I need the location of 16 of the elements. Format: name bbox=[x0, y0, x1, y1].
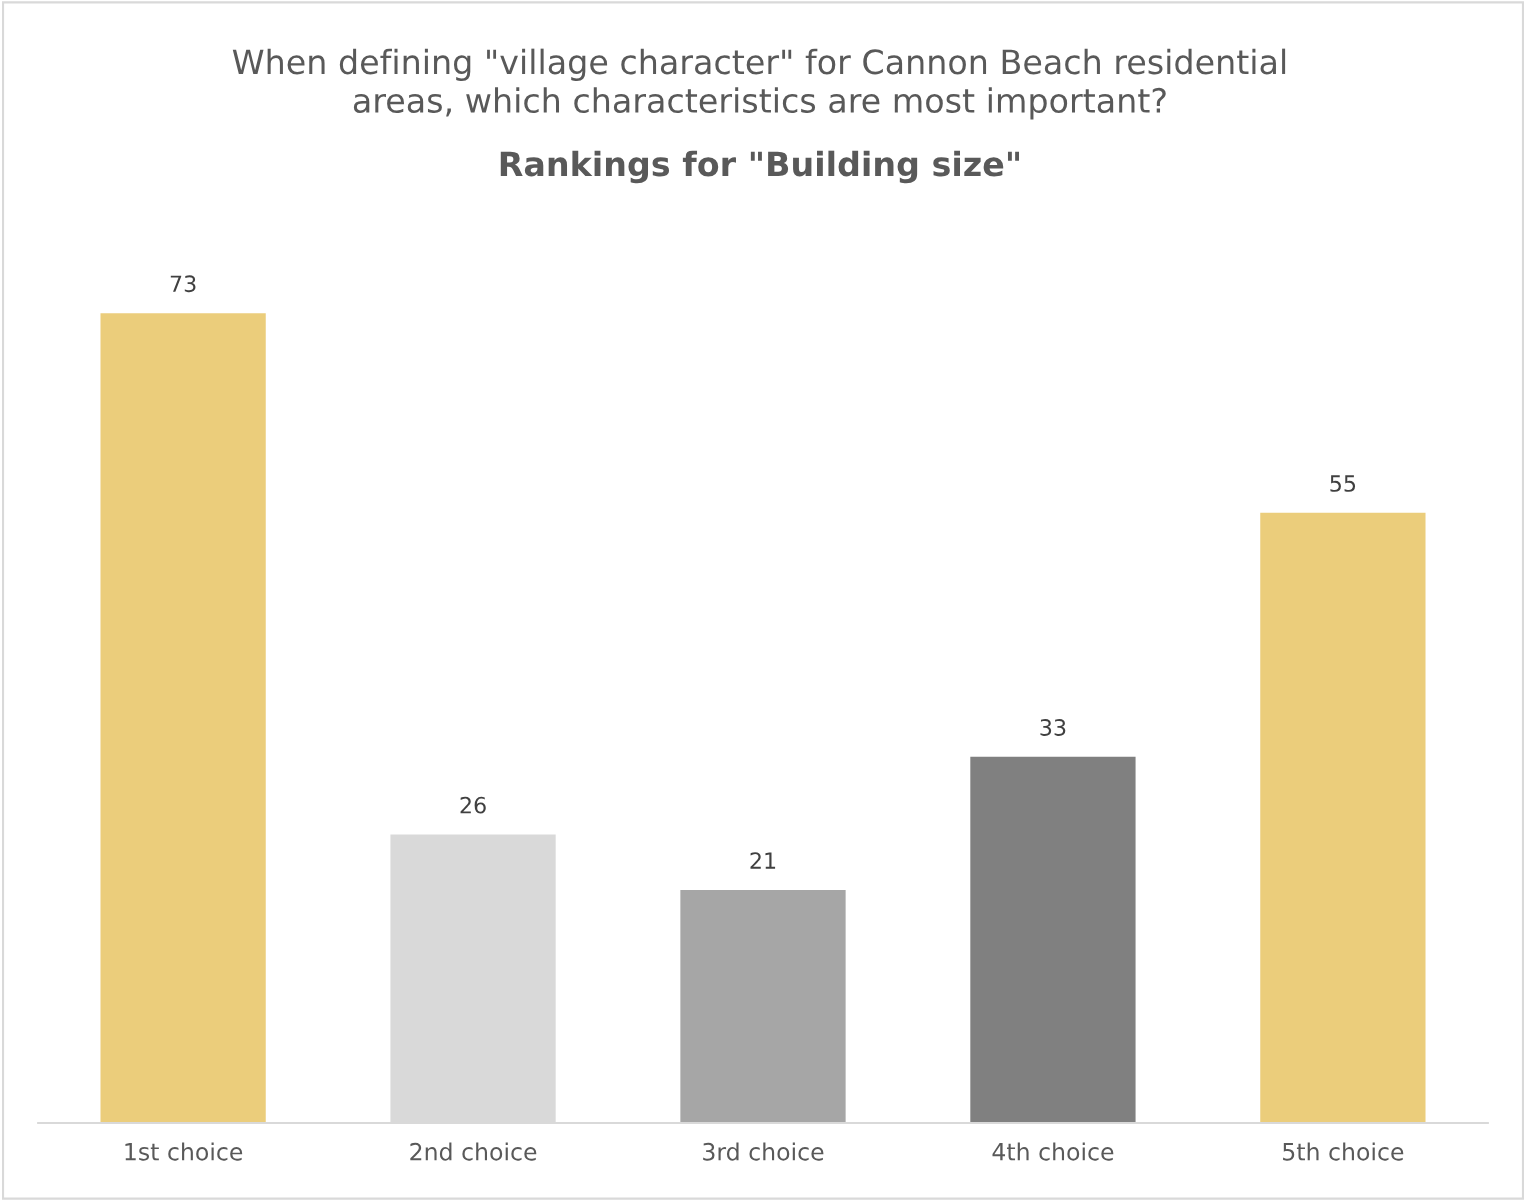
bar bbox=[970, 756, 1136, 1123]
data-label: 55 bbox=[1330, 475, 1356, 492]
bar bbox=[100, 313, 266, 1123]
x-tick-label: 2nd choice bbox=[410, 1142, 537, 1161]
chart-title: When defining "village character" for Cannon Beach residential areas, which characteristics are most important? bbox=[232, 48, 1286, 120]
data-label: 73 bbox=[170, 275, 196, 293]
bar bbox=[1260, 512, 1426, 1123]
x-tick-label: 1st choice bbox=[125, 1142, 243, 1161]
x-tick-label: 5th choice bbox=[1283, 1142, 1404, 1161]
data-label: 21 bbox=[750, 852, 776, 869]
data-label: 26 bbox=[460, 796, 486, 814]
x-tick-label: 4th choice bbox=[992, 1142, 1114, 1161]
x-tick-label: 3rd choice bbox=[703, 1142, 824, 1161]
chart-subtitle: Rankings for "Building size" bbox=[500, 150, 1019, 184]
bar bbox=[680, 889, 846, 1123]
data-label: 33 bbox=[1040, 719, 1066, 736]
